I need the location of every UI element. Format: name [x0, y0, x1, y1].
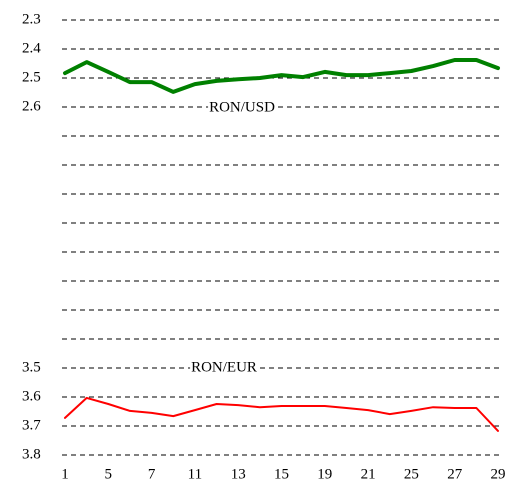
x-tick-label: 13	[231, 466, 246, 482]
series-label-bg	[190, 359, 258, 376]
series-label: RON/EUR	[191, 359, 257, 375]
series-label: RON/USD	[209, 99, 275, 115]
x-tick-label: 11	[188, 466, 202, 482]
series-line	[63, 58, 500, 94]
x-tick-label: 29	[491, 466, 506, 482]
x-tick-label: 25	[404, 466, 419, 482]
x-tick-label: 7	[148, 466, 156, 482]
y-tick-label: 2.3	[22, 11, 41, 27]
x-tick-label: 5	[105, 466, 113, 482]
x-tick-label: 19	[317, 466, 332, 482]
x-tick-label: 21	[361, 466, 376, 482]
y-tick-label: 3.6	[22, 388, 41, 404]
series-line	[64, 396, 499, 432]
x-tick-label: 1	[61, 466, 69, 482]
y-tick-label: 3.7	[22, 417, 41, 433]
y-tick-label: 3.5	[22, 359, 41, 375]
series-label-bg	[208, 99, 277, 116]
y-tick-label: 3.8	[22, 446, 41, 462]
y-tick-label: 2.5	[22, 69, 41, 85]
y-tick-label: 2.6	[22, 98, 41, 114]
x-tick-label: 15	[274, 466, 289, 482]
x-tick-label: 27	[447, 466, 463, 482]
y-tick-label: 2.4	[22, 40, 41, 56]
